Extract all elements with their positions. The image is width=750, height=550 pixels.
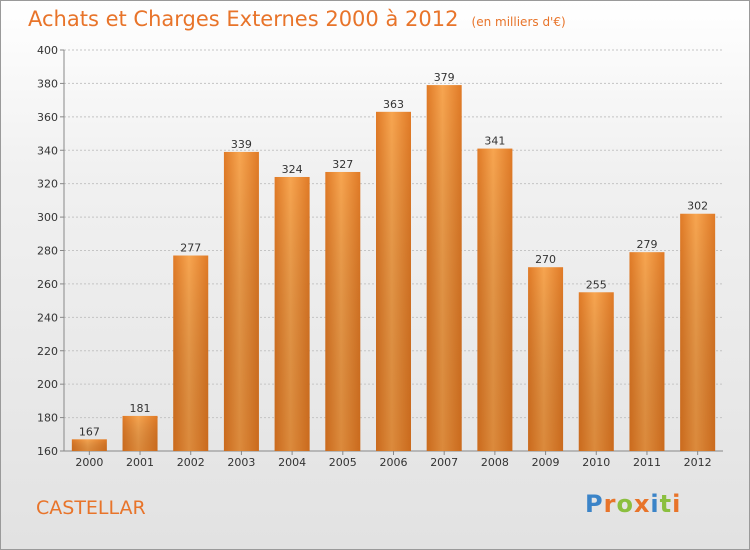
commune-name: CASTELLAR [36, 497, 146, 519]
x-tick-label: 2008 [481, 456, 509, 469]
y-tick-label: 340 [37, 144, 58, 157]
logo-letter: r [603, 490, 617, 518]
data-label: 324 [282, 163, 303, 176]
y-tick-label: 320 [37, 178, 58, 191]
logo-letter: i [650, 490, 660, 518]
data-label: 277 [180, 242, 201, 255]
bar-shade [325, 171, 361, 452]
data-label: 181 [130, 402, 151, 415]
y-tick-label: 160 [37, 445, 58, 458]
y-tick-label: 200 [37, 378, 58, 391]
unit-note: (en milliers d'€) [471, 15, 566, 29]
bar-shade [477, 148, 513, 451]
bars [71, 85, 716, 452]
x-tick-label: 2010 [582, 456, 610, 469]
bar-shade [173, 255, 209, 451]
bar-shade [426, 85, 462, 452]
y-tick-label: 180 [37, 412, 58, 425]
labels: 160 180 200 220 240 260 280 300 320 340 360 380 400 1… [37, 44, 712, 469]
x-tick-label: 2011 [633, 456, 661, 469]
data-label: 341 [484, 135, 505, 148]
logo-letter: x [633, 490, 651, 518]
data-label: 270 [535, 253, 556, 266]
y-tick-label: 380 [37, 77, 58, 90]
data-label: 167 [79, 425, 100, 438]
bar-shade [122, 415, 158, 451]
data-label: 363 [383, 98, 404, 111]
logo-letter: o [616, 490, 634, 518]
data-label: 255 [586, 278, 607, 291]
bar-shade [578, 292, 614, 451]
bar-shade [223, 151, 259, 451]
y-tick-label: 260 [37, 278, 58, 291]
logo-letter: P [585, 490, 604, 518]
y-tick-label: 300 [37, 211, 58, 224]
x-tick-label: 2006 [380, 456, 408, 469]
x-tick-label: 2009 [532, 456, 560, 469]
bar-shade [528, 267, 564, 451]
x-tick-label: 2002 [177, 456, 205, 469]
data-label: 279 [636, 238, 657, 251]
bar-shade [274, 176, 310, 451]
x-tick-label: 2005 [329, 456, 357, 469]
bar-shade [629, 252, 665, 451]
logo-letter: i [672, 490, 682, 518]
bar-shade [71, 439, 107, 451]
data-label: 302 [687, 200, 708, 213]
y-tick-label: 240 [37, 311, 58, 324]
x-tick-label: 2007 [430, 456, 458, 469]
data-label: 379 [434, 71, 455, 84]
x-tick-label: 2004 [278, 456, 306, 469]
bar-shade [376, 111, 411, 451]
data-label: 327 [332, 158, 353, 171]
chart-title: Achats et Charges Externes 2000 à 2012 [28, 7, 459, 31]
y-tick-label: 280 [37, 245, 58, 258]
y-tick-label: 400 [37, 44, 58, 57]
x-tick-label: 2000 [75, 456, 103, 469]
chart-title-row: Achats et Charges Externes 2000 à 2012 (… [28, 7, 566, 31]
proxiti-logo: Proxiti [585, 490, 681, 518]
bar-shade [680, 213, 716, 451]
y-tick-label: 360 [37, 111, 58, 124]
x-tick-label: 2003 [227, 456, 255, 469]
x-tick-label: 2012 [684, 456, 712, 469]
x-tick-label: 2001 [126, 456, 154, 469]
data-label: 339 [231, 138, 252, 151]
y-tick-label: 220 [37, 345, 58, 358]
logo-letter: t [659, 490, 673, 518]
